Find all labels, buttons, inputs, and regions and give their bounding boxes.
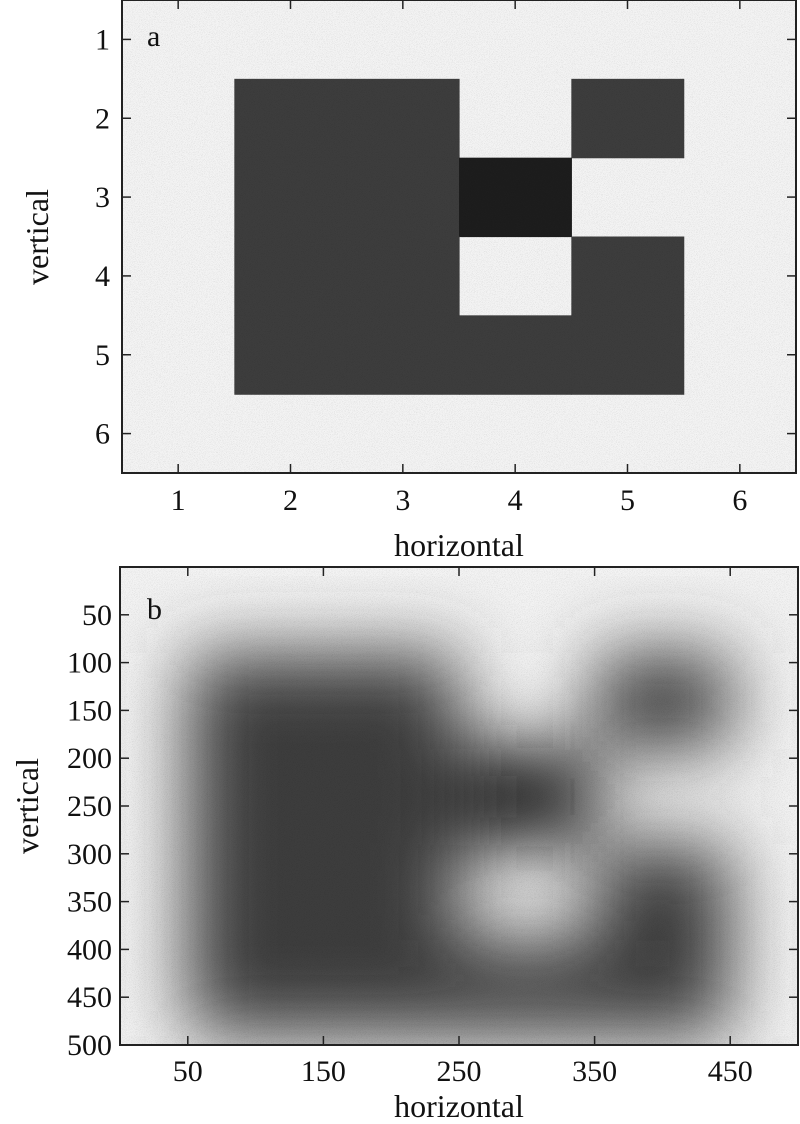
y-tick-label: 400 bbox=[67, 933, 112, 966]
y-tick-label: 150 bbox=[67, 694, 112, 727]
panel-b-grain bbox=[120, 567, 798, 1045]
x-tick-label: 150 bbox=[301, 1055, 346, 1088]
x-tick-label: 3 bbox=[395, 484, 410, 517]
y-tick-label: 300 bbox=[67, 838, 112, 871]
panel-b-xlabel: horizontal bbox=[394, 1088, 524, 1124]
x-tick-label: 2 bbox=[283, 484, 298, 517]
panel-a-letter: a bbox=[147, 20, 160, 53]
y-tick-label: 100 bbox=[67, 647, 112, 680]
panel-a-xlabel: horizontal bbox=[394, 527, 524, 563]
x-tick-label: 350 bbox=[572, 1055, 617, 1088]
y-tick-label: 1 bbox=[95, 23, 110, 56]
x-tick-label: 450 bbox=[708, 1055, 753, 1088]
x-tick-label: 5 bbox=[620, 484, 635, 517]
y-tick-label: 2 bbox=[95, 102, 110, 135]
y-tick-label: 4 bbox=[95, 260, 110, 293]
y-tick-label: 350 bbox=[67, 886, 112, 919]
y-tick-label: 450 bbox=[67, 981, 112, 1014]
y-tick-label: 250 bbox=[67, 790, 112, 823]
x-tick-label: 50 bbox=[173, 1055, 203, 1088]
panel-b: 50 150 250 350 450 50 100 150 200 250 300 350 400 450… bbox=[9, 566, 799, 1124]
panel-b-ticks: 50 150 250 350 450 50 100 150 200 250 300 350 400 450… bbox=[67, 567, 798, 1088]
y-tick-label: 5 bbox=[95, 339, 110, 372]
y-tick-label: 3 bbox=[95, 181, 110, 214]
panel-a-frame bbox=[121, 0, 797, 474]
x-tick-label: 1 bbox=[171, 484, 186, 517]
panel-a-ylabel: vertical bbox=[19, 189, 55, 285]
panel-a-ticks: 1 2 3 4 5 6 1 2 3 4 5 6 bbox=[95, 0, 796, 517]
panel-a: 1 2 3 4 5 6 1 2 3 4 5 6 a horizontal vertical bbox=[19, 0, 797, 563]
panel-b-ylabel: vertical bbox=[9, 758, 45, 854]
y-tick-label: 6 bbox=[95, 418, 110, 451]
y-tick-label: 50 bbox=[82, 599, 112, 632]
panel-b-letter: b bbox=[147, 593, 162, 626]
x-tick-label: 4 bbox=[508, 484, 523, 517]
y-tick-label: 200 bbox=[67, 742, 112, 775]
x-tick-label: 6 bbox=[732, 484, 747, 517]
x-tick-label: 250 bbox=[437, 1055, 482, 1088]
panel-a-grain bbox=[122, 0, 796, 473]
y-tick-label: 500 bbox=[67, 1029, 112, 1062]
